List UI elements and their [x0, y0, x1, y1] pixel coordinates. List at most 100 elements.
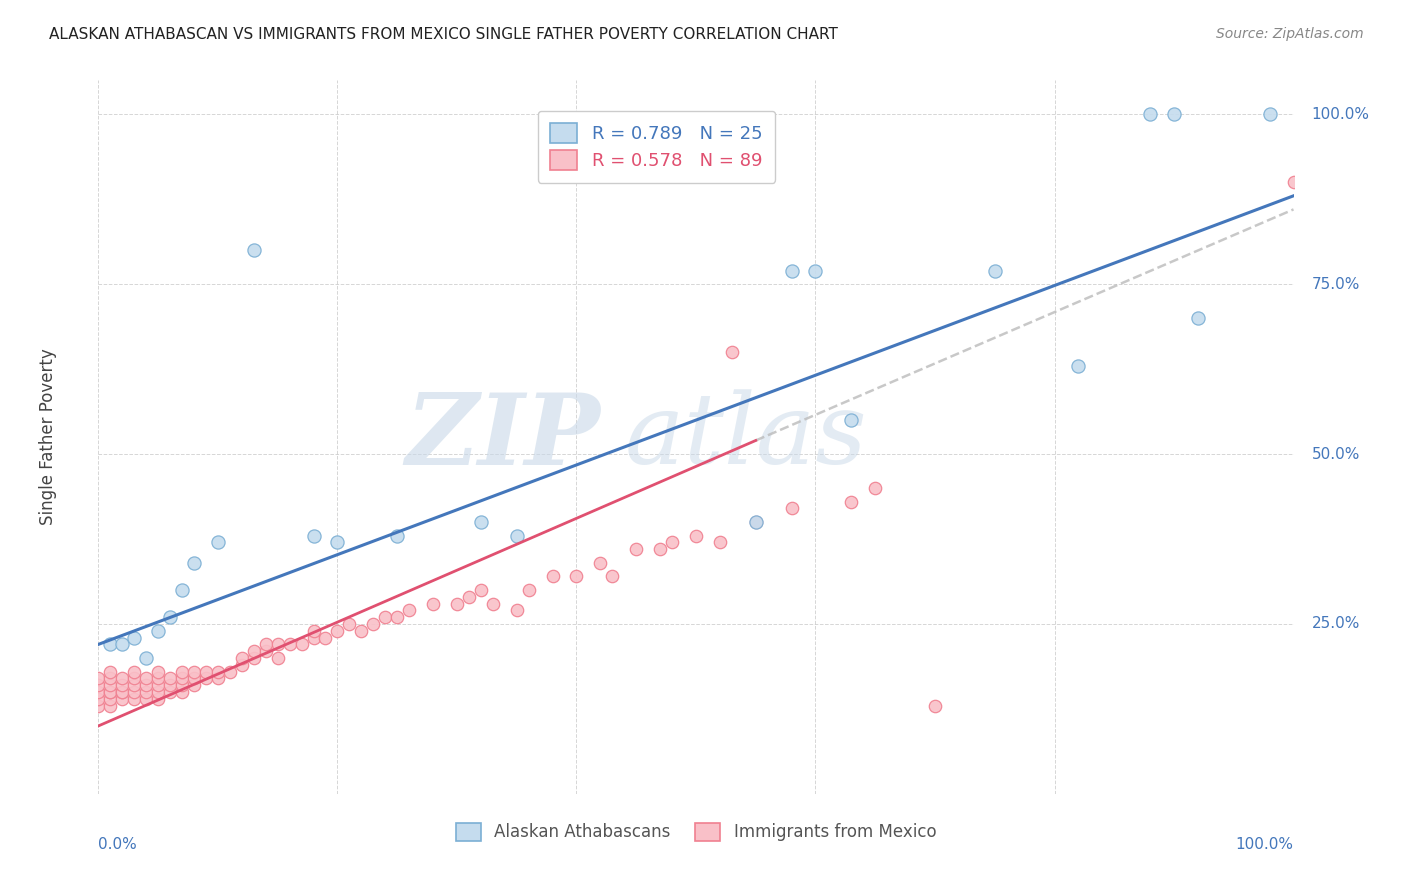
Legend: Alaskan Athabascans, Immigrants from Mexico: Alaskan Athabascans, Immigrants from Mex… — [447, 814, 945, 850]
Point — [111, 691, 134, 706]
Point — [243, 651, 266, 665]
Point — [398, 603, 420, 617]
Point — [506, 603, 529, 617]
Point — [111, 685, 134, 699]
Text: ZIP: ZIP — [405, 389, 600, 485]
Point — [183, 678, 205, 692]
Point — [841, 413, 863, 427]
Point — [148, 678, 170, 692]
Text: 0.0%: 0.0% — [98, 837, 138, 852]
Point — [422, 597, 444, 611]
Point — [87, 671, 110, 685]
Point — [183, 665, 205, 679]
Point — [98, 665, 122, 679]
Point — [385, 610, 409, 624]
Point — [124, 691, 146, 706]
Point — [98, 685, 122, 699]
Point — [183, 556, 205, 570]
Point — [458, 590, 481, 604]
Point — [648, 542, 672, 557]
Point — [661, 535, 683, 549]
Point — [207, 671, 229, 685]
Point — [148, 691, 170, 706]
Point — [1139, 107, 1161, 121]
Point — [924, 698, 946, 713]
Point — [602, 569, 624, 583]
Point — [685, 528, 707, 542]
Point — [124, 671, 146, 685]
Point — [172, 582, 194, 597]
Point — [183, 671, 205, 685]
Point — [326, 624, 349, 638]
Point — [243, 644, 266, 658]
Point — [87, 685, 110, 699]
Point — [111, 671, 134, 685]
Point — [207, 535, 229, 549]
Point — [589, 556, 612, 570]
Point — [865, 481, 887, 495]
Point — [231, 651, 253, 665]
Point — [135, 671, 157, 685]
Point — [124, 685, 146, 699]
Point — [315, 631, 337, 645]
Point — [302, 624, 325, 638]
Point — [1258, 107, 1281, 121]
Point — [87, 698, 110, 713]
Point — [374, 610, 396, 624]
Point — [98, 691, 122, 706]
Point — [626, 542, 648, 557]
Point — [87, 691, 110, 706]
Point — [267, 651, 290, 665]
Text: 100.0%: 100.0% — [1312, 107, 1369, 122]
Point — [98, 678, 122, 692]
Point — [98, 698, 122, 713]
Point — [172, 678, 194, 692]
Point — [470, 582, 492, 597]
Text: 25.0%: 25.0% — [1312, 616, 1360, 632]
Point — [481, 597, 505, 611]
Point — [98, 637, 122, 651]
Point — [98, 685, 122, 699]
Point — [159, 685, 181, 699]
Point — [148, 624, 170, 638]
Point — [446, 597, 468, 611]
Point — [709, 535, 731, 549]
Point — [148, 665, 170, 679]
Point — [207, 665, 229, 679]
Point — [1163, 107, 1185, 121]
Text: atlas: atlas — [624, 390, 868, 484]
Point — [745, 515, 768, 529]
Point — [363, 617, 385, 632]
Point — [780, 501, 803, 516]
Point — [302, 631, 325, 645]
Point — [385, 528, 409, 542]
Point — [124, 678, 146, 692]
Text: Single Father Poverty: Single Father Poverty — [39, 349, 58, 525]
Text: Source: ZipAtlas.com: Source: ZipAtlas.com — [1216, 27, 1364, 41]
Point — [302, 528, 325, 542]
Text: 100.0%: 100.0% — [1236, 837, 1294, 852]
Point — [135, 691, 157, 706]
Point — [517, 582, 540, 597]
Point — [159, 610, 181, 624]
Point — [135, 678, 157, 692]
Point — [159, 678, 181, 692]
Point — [1067, 359, 1090, 373]
Point — [111, 678, 134, 692]
Point — [541, 569, 564, 583]
Point — [111, 637, 134, 651]
Point — [111, 685, 134, 699]
Point — [195, 671, 218, 685]
Point — [172, 671, 194, 685]
Point — [470, 515, 492, 529]
Point — [350, 624, 373, 638]
Text: ALASKAN ATHABASCAN VS IMMIGRANTS FROM MEXICO SINGLE FATHER POVERTY CORRELATION C: ALASKAN ATHABASCAN VS IMMIGRANTS FROM ME… — [49, 27, 838, 42]
Point — [231, 657, 253, 672]
Point — [804, 263, 827, 277]
Text: 50.0%: 50.0% — [1312, 447, 1360, 461]
Point — [172, 665, 194, 679]
Point — [745, 515, 768, 529]
Point — [124, 631, 146, 645]
Point — [159, 671, 181, 685]
Point — [1187, 311, 1209, 326]
